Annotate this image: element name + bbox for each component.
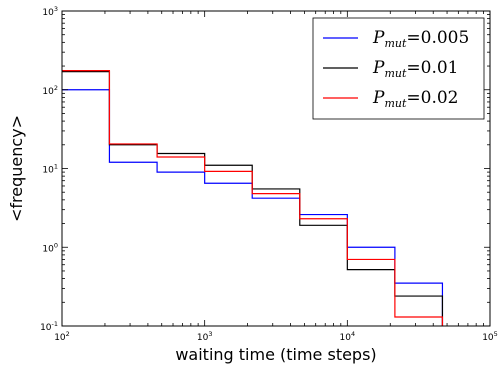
legend-entry-label: Pmut=0.005 <box>372 28 469 50</box>
axis-ticks: 102 103 104 105 10-1 100 101 102 103 <box>40 5 498 343</box>
x-tick-label: 103 <box>197 330 213 343</box>
legend: Pmut=0.005 Pmut=0.01 Pmut=0.02 <box>312 17 485 120</box>
y-tick-label: 102 <box>42 84 58 97</box>
y-tick-label: 100 <box>42 241 58 254</box>
y-axis-label: <frequency> <box>7 115 26 222</box>
y-tick-label: 101 <box>42 163 58 176</box>
x-tick-label: 102 <box>54 330 70 343</box>
legend-entry-label: Pmut=0.01 <box>372 58 459 80</box>
legend-entry-label: Pmut=0.02 <box>372 88 459 110</box>
series-line-1 <box>62 89 444 326</box>
plot-area <box>62 70 444 326</box>
y-tick-label: 103 <box>42 5 58 18</box>
series-line-3 <box>62 70 444 326</box>
x-tick-label: 104 <box>340 330 356 343</box>
x-axis-label: waiting time (time steps) <box>175 345 376 364</box>
y-tick-label: 10-1 <box>40 320 58 333</box>
x-tick-label: 105 <box>482 330 498 343</box>
